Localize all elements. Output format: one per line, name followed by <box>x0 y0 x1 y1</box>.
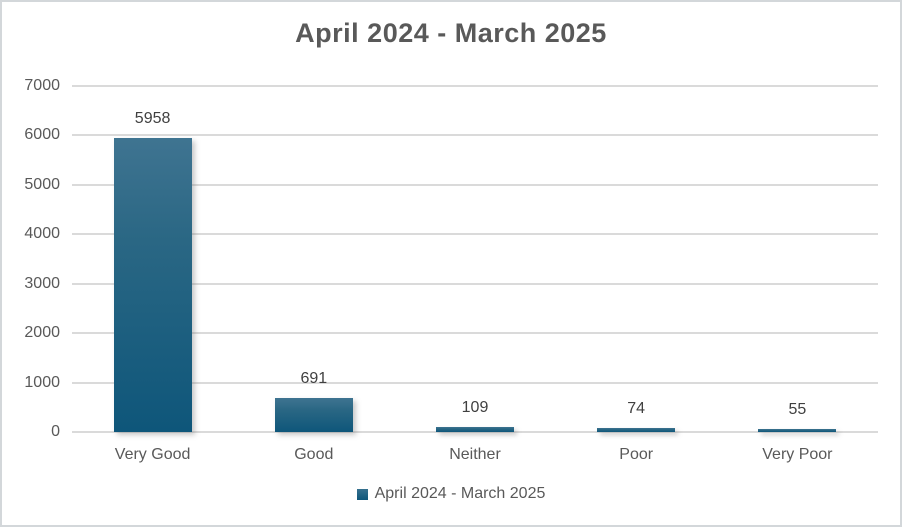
plot-area: 5958 691 109 74 55 <box>72 85 878 433</box>
bar-value-label: 74 <box>627 400 646 418</box>
gridline <box>72 233 878 236</box>
bar-very-poor <box>758 429 837 432</box>
bar-very-good <box>113 137 192 432</box>
bar-value-label: 55 <box>788 401 807 419</box>
gridline <box>72 134 878 137</box>
y-tick-label: 1000 <box>24 373 60 391</box>
x-category-label: Poor <box>619 446 654 463</box>
bar-good <box>274 397 353 432</box>
chart-title: April 2024 - March 2025 <box>295 18 607 48</box>
bar-poor <box>597 428 676 432</box>
gridline <box>72 85 878 87</box>
y-tick-label: 0 <box>51 423 60 440</box>
bar-value-label: 109 <box>461 398 489 416</box>
y-tick-label: 6000 <box>24 126 60 144</box>
gridline <box>72 332 878 335</box>
y-tick-label: 2000 <box>24 324 60 342</box>
legend: April 2024 - March 2025 <box>2 485 900 503</box>
x-category-label: Neither <box>449 446 501 463</box>
bar-neither <box>436 426 514 432</box>
legend-swatch-icon <box>356 488 368 500</box>
y-tick-label: 3000 <box>24 274 60 292</box>
x-category-label: Very Good <box>114 446 191 463</box>
gridline <box>72 282 878 285</box>
y-tick-label: 4000 <box>24 225 60 243</box>
bar-value-label: 5958 <box>134 109 171 127</box>
y-tick-label: 7000 <box>24 77 60 94</box>
x-category-label: Very Poor <box>762 446 833 463</box>
x-category-label: Good <box>294 446 334 463</box>
gridline <box>72 431 878 433</box>
gridline <box>72 183 878 186</box>
legend-label: April 2024 - March 2025 <box>374 485 546 502</box>
bar-value-label: 691 <box>300 369 328 387</box>
gridline <box>72 381 878 384</box>
y-tick-label: 5000 <box>24 175 60 193</box>
